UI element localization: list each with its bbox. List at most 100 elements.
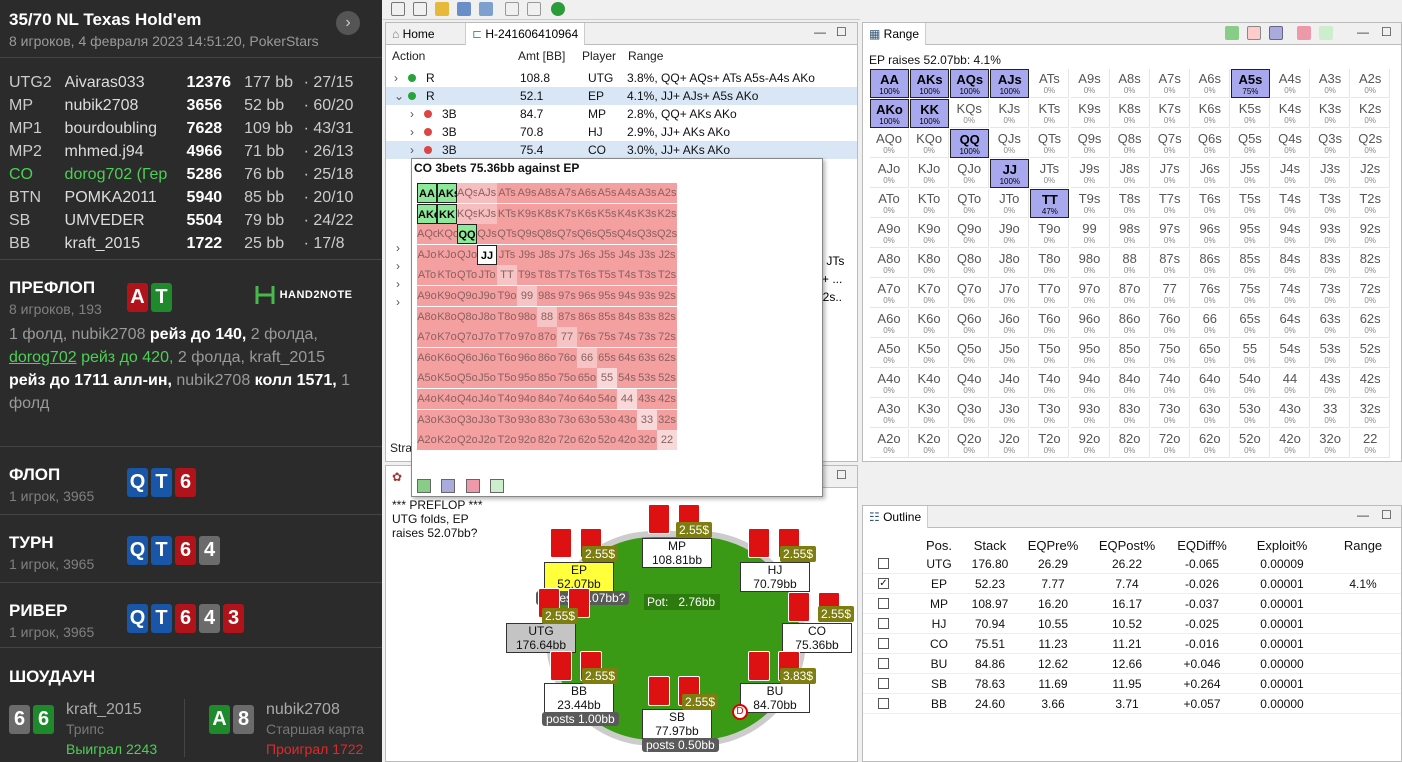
range-cell[interactable]: 66 0% [1190, 309, 1230, 338]
hand-cell[interactable]: 84s [617, 306, 637, 327]
hand-cell[interactable]: 88 [537, 306, 557, 327]
range-cell[interactable]: 85s 0% [1230, 249, 1270, 278]
range-cell[interactable]: 74s 0% [1271, 279, 1310, 308]
hand-cell[interactable]: 73o [557, 409, 577, 430]
hand-cell[interactable]: KJo [437, 244, 457, 265]
tree-row[interactable]: › 3B 84.7 MP 2.8%, QQ+ AKs AKo [386, 105, 857, 123]
range-cell[interactable]: ATs 0% [1030, 69, 1070, 98]
range-cell[interactable]: Q8o 0% [950, 249, 990, 278]
minimize-icon[interactable]: — [814, 25, 826, 39]
range-cell[interactable]: 52o 0% [1230, 429, 1270, 458]
hand-cell[interactable]: Q3o [457, 409, 478, 430]
hand-cell[interactable]: Q4o [457, 389, 478, 409]
range-cell[interactable]: A3s 0% [1311, 69, 1351, 98]
range-cell[interactable]: QJs 0% [990, 129, 1030, 158]
hand-cell[interactable]: KTo [437, 265, 457, 286]
hand-cell[interactable]: K6s [577, 203, 597, 224]
hand-cell[interactable]: QTs [497, 224, 517, 245]
range-cell[interactable]: 65s 0% [1230, 309, 1270, 338]
hand-cell[interactable]: 54o [597, 389, 617, 409]
row-checkbox[interactable] [878, 618, 889, 629]
hand-cell[interactable]: AQo [417, 224, 439, 245]
hand-cell[interactable]: T2s [657, 265, 677, 286]
hand-cell[interactable]: 52o [597, 430, 617, 451]
range-cell[interactable]: K4o 0% [910, 369, 950, 398]
range-cell[interactable]: KJo 0% [910, 159, 950, 188]
hand-cell[interactable]: 86s [577, 306, 597, 327]
range-cell[interactable]: 96o 0% [1070, 309, 1110, 338]
expand-icon[interactable]: › [396, 295, 400, 309]
hand-cell[interactable]: T8s [537, 265, 557, 286]
range-cell[interactable]: Q9s 0% [1070, 129, 1110, 158]
hand-cell[interactable]: QQ [457, 224, 477, 245]
range-cell[interactable]: Q7o 0% [950, 279, 990, 308]
hand-cell[interactable]: Q4s [617, 224, 637, 245]
seat-hj[interactable]: HJ 70.79bb [740, 562, 810, 592]
range-cell[interactable]: JTs 0% [1030, 159, 1070, 188]
range-cell[interactable]: J3o 0% [990, 399, 1030, 428]
hand-cell[interactable]: T9o [497, 286, 517, 306]
range-cell[interactable]: Q4s 0% [1271, 129, 1310, 158]
range-cell[interactable]: A3o 0% [870, 399, 909, 428]
range-cell[interactable]: 94s 0% [1271, 219, 1310, 248]
range-cell[interactable]: T7o 0% [1030, 279, 1070, 308]
range-cell[interactable]: 43s 0% [1311, 369, 1351, 398]
range-cell[interactable]: K5s 0% [1230, 99, 1270, 128]
range-cell[interactable]: QTs 0% [1030, 129, 1070, 158]
outline-row[interactable]: MP 108.97 16.20 16.17 -0.037 0.00001 [863, 594, 1401, 614]
range-cell[interactable]: J8o 0% [990, 249, 1030, 278]
range-cell[interactable]: Q4o 0% [950, 369, 990, 398]
range-cell[interactable]: J7o 0% [990, 279, 1030, 308]
seat-mp[interactable]: MP 108.81bb [642, 538, 712, 568]
hand-cell[interactable]: 82s [657, 306, 677, 327]
range-cell[interactable]: K8o 0% [910, 249, 950, 278]
save-all-icon[interactable] [527, 2, 541, 16]
range-cell[interactable]: 92o 0% [1070, 429, 1110, 458]
hand-cell[interactable]: A2o [417, 430, 437, 451]
hand-cell[interactable]: 63o [577, 409, 597, 430]
range-cell[interactable]: J4s 0% [1271, 159, 1310, 188]
hand-cell[interactable]: Q2s [657, 224, 677, 245]
hand-cell[interactable]: 74o [557, 389, 577, 409]
range-cell[interactable]: 87o 0% [1110, 279, 1150, 308]
range-cell[interactable]: 63o 0% [1190, 399, 1230, 428]
range-cell[interactable]: J8s 0% [1110, 159, 1150, 188]
range-cell[interactable]: K9s 0% [1070, 99, 1110, 128]
outline-row[interactable]: UTG 176.80 26.29 26.22 -0.065 0.00009 [863, 554, 1401, 574]
hand-cell[interactable]: J7s [557, 244, 577, 265]
hand-cell[interactable]: AJo [417, 244, 437, 265]
hand-cell[interactable]: A4o [417, 389, 437, 409]
hand-cell[interactable]: 96s [577, 286, 597, 306]
seat-co[interactable]: CO 75.36bb [782, 623, 852, 653]
hand-cell[interactable]: K3o [437, 409, 457, 430]
range-cell[interactable]: A5o 0% [870, 339, 909, 368]
hand-cell[interactable]: J5s [597, 244, 617, 265]
range-cell[interactable]: KTs 0% [1030, 99, 1070, 128]
range-cell[interactable]: K6s 0% [1190, 99, 1230, 128]
range-cell[interactable]: 73o 0% [1150, 399, 1190, 428]
hand-cell[interactable]: T9s [517, 265, 537, 286]
range-cell[interactable]: A5s 75% [1230, 69, 1270, 98]
hand-cell[interactable]: T4s [617, 265, 637, 286]
row-checkbox[interactable] [878, 638, 889, 649]
range-cell[interactable]: 53s 0% [1311, 339, 1351, 368]
hand-cell[interactable]: 83o [537, 409, 557, 430]
hand-cell[interactable]: T5o [497, 368, 517, 389]
hand-cell[interactable]: 94s [617, 286, 637, 306]
range-cell[interactable]: Q2o 0% [950, 429, 990, 458]
range-cell[interactable]: 32s 0% [1351, 399, 1391, 428]
hand-cell[interactable]: QJo [457, 244, 477, 265]
range-cell[interactable]: 98o 0% [1070, 249, 1110, 278]
hand-cell[interactable]: 76s [577, 327, 597, 348]
hand-cell[interactable]: J8s [537, 244, 557, 265]
hand-cell[interactable]: Q3s [637, 224, 657, 245]
hand-cell[interactable]: T7s [557, 265, 577, 286]
range-cell[interactable]: Q6s 0% [1190, 129, 1230, 158]
hand-cell[interactable]: T6o [497, 347, 517, 368]
chevron-right-icon[interactable]: › [336, 11, 360, 35]
range-cell[interactable]: Q6o 0% [950, 309, 990, 338]
maximize-icon[interactable]: ☐ [1381, 508, 1392, 522]
hand-cell[interactable]: 95o [517, 368, 537, 389]
hand-cell[interactable]: 85o [537, 368, 557, 389]
expand-icon[interactable]: › [396, 277, 400, 291]
